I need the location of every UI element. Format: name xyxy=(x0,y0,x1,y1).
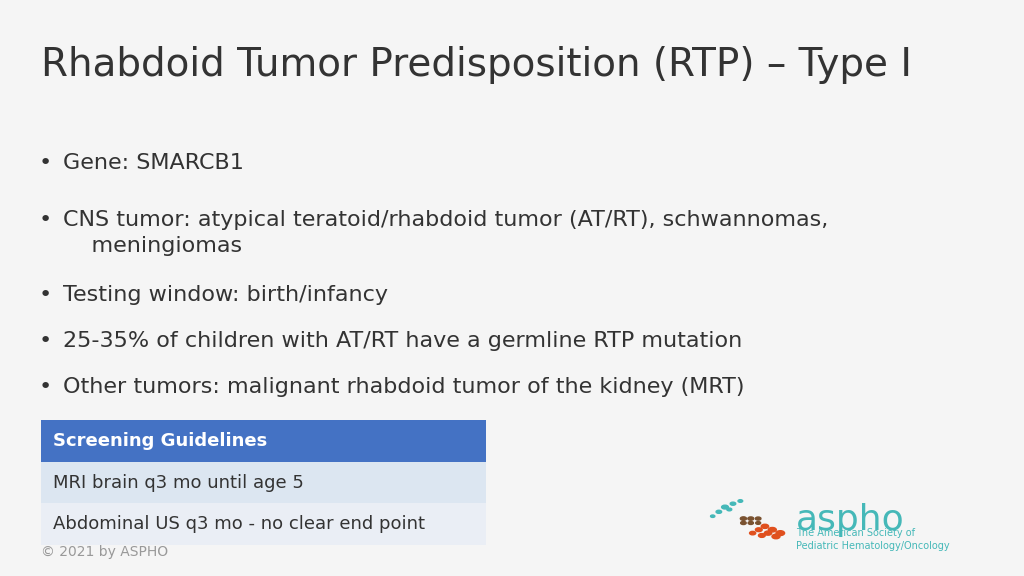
Circle shape xyxy=(711,515,715,517)
Text: Gene: SMARCB1: Gene: SMARCB1 xyxy=(63,153,245,173)
Circle shape xyxy=(716,510,722,513)
Text: •: • xyxy=(39,210,52,230)
Text: Abdominal US q3 mo - no clear end point: Abdominal US q3 mo - no clear end point xyxy=(53,515,425,533)
Circle shape xyxy=(748,517,754,520)
Circle shape xyxy=(772,535,780,539)
Circle shape xyxy=(764,531,772,535)
FancyBboxPatch shape xyxy=(41,462,486,503)
Circle shape xyxy=(756,517,761,520)
Circle shape xyxy=(738,500,742,502)
Circle shape xyxy=(722,505,728,509)
FancyBboxPatch shape xyxy=(41,420,486,462)
Text: •: • xyxy=(39,331,52,351)
Circle shape xyxy=(756,528,762,532)
Text: Testing window: birth/infancy: Testing window: birth/infancy xyxy=(63,285,388,305)
Circle shape xyxy=(768,528,776,532)
Circle shape xyxy=(740,517,746,520)
Text: •: • xyxy=(39,377,52,397)
Circle shape xyxy=(740,521,746,525)
Text: CNS tumor: atypical teratoid/rhabdoid tumor (AT/RT), schwannomas,
    meningioma: CNS tumor: atypical teratoid/rhabdoid tu… xyxy=(63,210,828,256)
Text: •: • xyxy=(39,153,52,173)
Circle shape xyxy=(776,530,784,536)
Circle shape xyxy=(761,524,769,528)
Text: Other tumors: malignant rhabdoid tumor of the kidney (MRT): Other tumors: malignant rhabdoid tumor o… xyxy=(63,377,745,397)
Circle shape xyxy=(730,502,735,505)
Text: •: • xyxy=(39,285,52,305)
Circle shape xyxy=(750,532,756,535)
Circle shape xyxy=(727,508,732,511)
Text: 25-35% of children with AT/RT have a germline RTP mutation: 25-35% of children with AT/RT have a ger… xyxy=(63,331,742,351)
Text: MRI brain q3 mo until age 5: MRI brain q3 mo until age 5 xyxy=(53,473,304,492)
Circle shape xyxy=(759,533,765,537)
FancyBboxPatch shape xyxy=(41,503,486,545)
Circle shape xyxy=(749,521,754,525)
Text: Screening Guidelines: Screening Guidelines xyxy=(53,432,267,450)
Text: The American Society of
Pediatric Hematology/Oncology: The American Society of Pediatric Hemato… xyxy=(796,528,949,551)
Text: aspho: aspho xyxy=(796,503,904,537)
Text: Rhabdoid Tumor Predisposition (RTP) – Type I: Rhabdoid Tumor Predisposition (RTP) – Ty… xyxy=(41,46,912,84)
Circle shape xyxy=(756,522,761,524)
Text: © 2021 by ASPHO: © 2021 by ASPHO xyxy=(41,545,168,559)
